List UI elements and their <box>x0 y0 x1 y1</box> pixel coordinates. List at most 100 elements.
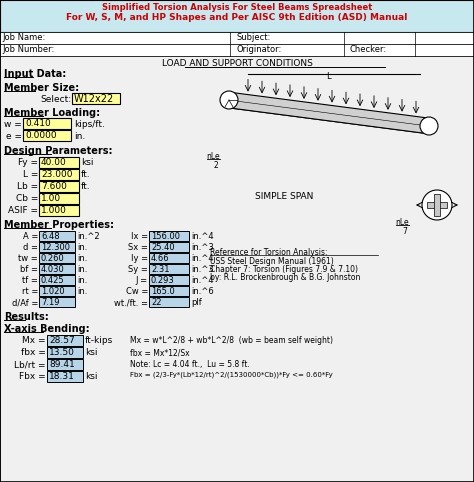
Text: A =: A = <box>23 232 38 241</box>
Text: 6.48: 6.48 <box>41 232 60 241</box>
Text: Reference for Torsion Analysis:: Reference for Torsion Analysis: <box>210 248 328 257</box>
Text: 7.600: 7.600 <box>41 182 67 191</box>
Polygon shape <box>228 92 430 134</box>
Bar <box>0 0 474 32</box>
Text: tw =: tw = <box>18 254 38 263</box>
Text: SIMPLE SPAN: SIMPLE SPAN <box>255 192 313 201</box>
Bar <box>149 286 189 296</box>
Text: ASIF =: ASIF = <box>8 206 38 215</box>
Text: Results:: Results: <box>4 312 49 322</box>
Bar <box>39 169 79 180</box>
Text: Mx =: Mx = <box>22 336 46 345</box>
Text: d =: d = <box>23 243 38 252</box>
Text: 18.31: 18.31 <box>49 372 75 381</box>
Text: in.: in. <box>77 287 87 296</box>
Text: For W, S, M, and HP Shapes and Per AISC 9th Edition (ASD) Manual: For W, S, M, and HP Shapes and Per AISC … <box>66 13 408 22</box>
Text: Member Properties:: Member Properties: <box>4 220 114 230</box>
Text: rt =: rt = <box>22 287 38 296</box>
Bar <box>434 194 440 216</box>
Text: kips/ft.: kips/ft. <box>74 120 105 129</box>
Text: 0.0000: 0.0000 <box>25 131 56 140</box>
Text: d/Af =: d/Af = <box>12 298 38 307</box>
Text: Member Loading:: Member Loading: <box>4 108 100 118</box>
Bar <box>149 264 189 274</box>
Text: Fbx = (2/3-Fy*(Lb*12/rt)^2/(1530000*Cb))*Fy <= 0.60*Fy: Fbx = (2/3-Fy*(Lb*12/rt)^2/(1530000*Cb))… <box>130 372 333 378</box>
Text: 0.425: 0.425 <box>41 276 64 285</box>
Bar <box>149 231 189 241</box>
Text: Job Number:: Job Number: <box>2 45 54 54</box>
Circle shape <box>220 91 238 109</box>
Text: Design Parameters:: Design Parameters: <box>4 146 112 156</box>
Text: in.: in. <box>77 254 87 263</box>
Bar <box>39 297 75 307</box>
Bar <box>39 286 75 296</box>
Text: 0.260: 0.260 <box>41 254 65 263</box>
Text: Cb =: Cb = <box>16 194 38 203</box>
Text: 156.00: 156.00 <box>151 232 180 241</box>
Text: 28.57: 28.57 <box>49 336 75 345</box>
Text: J =: J = <box>136 276 148 285</box>
Bar <box>427 202 447 208</box>
Bar <box>149 297 189 307</box>
Text: in.^4: in.^4 <box>191 254 214 263</box>
Text: Cw =: Cw = <box>126 287 148 296</box>
Bar <box>47 371 83 382</box>
Text: Input Data:: Input Data: <box>4 69 66 79</box>
Text: 22: 22 <box>151 298 162 307</box>
Bar <box>47 335 83 346</box>
Text: Mx = w*L^2/8 + wb*L^2/8  (wb = beam self weight): Mx = w*L^2/8 + wb*L^2/8 (wb = beam self … <box>130 336 333 345</box>
Text: Subject:: Subject: <box>237 33 271 42</box>
Text: in.: in. <box>77 243 87 252</box>
Text: Ix =: Ix = <box>131 232 148 241</box>
Text: 7.19: 7.19 <box>41 298 60 307</box>
Bar <box>0 32 474 44</box>
Text: Checker:: Checker: <box>350 45 387 54</box>
Text: X-axis Bending:: X-axis Bending: <box>4 324 90 334</box>
Bar <box>149 275 189 285</box>
Text: USS Steel Design Manual (1961): USS Steel Design Manual (1961) <box>210 257 334 266</box>
Text: in.^2: in.^2 <box>77 232 100 241</box>
Bar <box>149 253 189 263</box>
Text: 165.0: 165.0 <box>151 287 175 296</box>
Text: Job Name:: Job Name: <box>2 33 45 42</box>
Text: e =: e = <box>6 132 22 141</box>
Text: in.: in. <box>77 265 87 274</box>
Text: 2: 2 <box>214 161 219 170</box>
Text: Lb/rt =: Lb/rt = <box>15 360 46 369</box>
Bar <box>39 275 75 285</box>
Text: 89.41: 89.41 <box>49 360 75 369</box>
Bar <box>39 157 79 168</box>
Bar <box>149 242 189 252</box>
Bar <box>39 231 75 241</box>
Text: 13.50: 13.50 <box>49 348 75 357</box>
Bar <box>39 253 75 263</box>
Bar <box>23 130 71 141</box>
Bar <box>39 242 75 252</box>
Text: w =: w = <box>4 120 22 129</box>
Text: 1.000: 1.000 <box>41 206 67 215</box>
Bar <box>39 264 75 274</box>
Text: L: L <box>326 72 330 81</box>
Text: Lb =: Lb = <box>17 182 38 191</box>
Text: Simplified Torsion Analysis For Steel Beams Spreadsheet: Simplified Torsion Analysis For Steel Be… <box>102 3 372 12</box>
Text: in.^3: in.^3 <box>191 265 214 274</box>
Text: ft-kips: ft-kips <box>85 336 113 345</box>
Text: 0.293: 0.293 <box>151 276 175 285</box>
Text: by: R.L. Brockenbrough & B.G. Johnston: by: R.L. Brockenbrough & B.G. Johnston <box>210 273 360 282</box>
Text: Sy =: Sy = <box>128 265 148 274</box>
Circle shape <box>420 117 438 135</box>
Text: in.^4: in.^4 <box>191 276 214 285</box>
Text: 12.300: 12.300 <box>41 243 70 252</box>
Text: Select:: Select: <box>40 95 71 104</box>
Text: 0.410: 0.410 <box>25 119 51 128</box>
Text: in.: in. <box>77 276 87 285</box>
Text: 4.030: 4.030 <box>41 265 65 274</box>
Text: 23.000: 23.000 <box>41 170 73 179</box>
Text: Member Size:: Member Size: <box>4 83 79 93</box>
Text: 40.00: 40.00 <box>41 158 67 167</box>
Text: 7: 7 <box>402 227 408 236</box>
Text: ksi: ksi <box>85 372 98 381</box>
Bar <box>0 56 474 482</box>
Text: in.^3: in.^3 <box>191 243 214 252</box>
Text: fbx = Mx*12/Sx: fbx = Mx*12/Sx <box>130 348 190 357</box>
